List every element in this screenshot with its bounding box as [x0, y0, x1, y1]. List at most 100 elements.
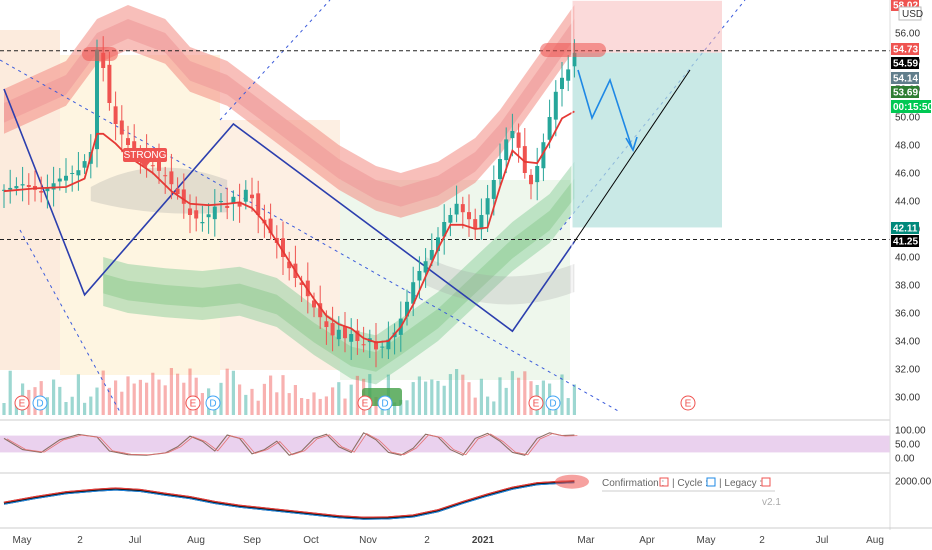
volume-bar	[417, 376, 421, 415]
legend-cycle: | Cycle :	[672, 478, 708, 489]
dividend-badge	[377, 395, 393, 411]
volume-bar	[318, 398, 322, 415]
candle-body	[553, 91, 558, 120]
candle-body	[380, 346, 385, 348]
candle-body	[560, 77, 564, 90]
volume-bar	[169, 368, 173, 415]
volume-bar	[219, 382, 223, 415]
time-tick-label: Nov	[359, 535, 377, 546]
support-tag-bg	[891, 235, 919, 247]
price-tick-label: 56.00	[895, 29, 920, 40]
volume-bar	[238, 384, 242, 415]
candle-body	[355, 330, 360, 341]
volume-bar	[324, 396, 328, 415]
volume-bar	[14, 400, 18, 415]
candle-body	[491, 180, 496, 199]
candle-body	[119, 120, 124, 135]
candle-body	[181, 189, 186, 204]
volume-bar	[269, 375, 273, 415]
time-tick-label: Apr	[639, 535, 655, 546]
countdown-tag-bg	[891, 100, 931, 113]
volume-bar	[52, 379, 56, 415]
volume-bar	[244, 394, 248, 415]
volume-bar	[250, 388, 254, 415]
volume-bar	[498, 377, 502, 415]
price-tick-label: 46.00	[895, 169, 920, 180]
candle-body	[312, 300, 316, 308]
candle-body	[417, 271, 422, 281]
candle-body	[126, 138, 130, 145]
strong-label-pointer	[140, 162, 150, 168]
highlight-high-right	[540, 43, 606, 57]
volume-bar	[163, 385, 167, 415]
currency-box	[898, 6, 922, 21]
candle-body	[169, 171, 174, 185]
volume-bar	[132, 383, 136, 415]
volume-bar	[473, 397, 477, 415]
volume-bar	[411, 382, 415, 415]
price-tick-label: 44.00	[895, 197, 920, 208]
candle-body	[113, 106, 118, 124]
volume-bar	[107, 387, 111, 415]
volume-bar	[120, 391, 124, 415]
volume-bar	[405, 400, 409, 415]
candle-body	[8, 187, 13, 190]
candle-body	[566, 69, 571, 81]
volume-bar	[176, 373, 180, 415]
legend-legacy: | Legacy :	[719, 478, 762, 489]
dividend-letter: D	[381, 399, 388, 410]
gray-cloud	[90, 167, 228, 214]
time-tick-label: Oct	[303, 535, 319, 546]
candle-body	[150, 165, 155, 167]
candle-body	[516, 132, 521, 148]
volume-bar	[70, 396, 74, 415]
cycle-pane: Confirmation : | Cycle : | Legacy :v2.1	[0, 472, 890, 520]
candle-body	[39, 191, 44, 193]
top-price-tag-bg	[891, 0, 919, 11]
projection-target-zone	[572, 52, 722, 228]
earnings-badge	[185, 395, 201, 411]
gray-price-tag: 54.14	[893, 74, 918, 85]
top-price-tag: 58.02	[893, 1, 918, 12]
earnings-letter: E	[685, 399, 692, 410]
volume-bar	[442, 385, 446, 415]
gray-cloud-2	[425, 257, 575, 305]
candle-body	[361, 344, 366, 346]
volume-bar	[486, 396, 490, 415]
candle-body	[374, 341, 378, 350]
zone-yellow	[60, 55, 220, 375]
volume-bar	[312, 392, 316, 415]
time-tick-label: Jul	[816, 535, 829, 546]
volume-bar	[504, 387, 508, 415]
candle-body	[460, 204, 465, 213]
candle-body	[522, 146, 527, 173]
green-price-tag: 53.69	[893, 88, 918, 99]
resistance-tag-bg	[891, 43, 919, 55]
candle-body	[485, 198, 490, 215]
rsi-line	[3, 432, 575, 456]
candle-body	[175, 188, 180, 194]
dividend-badge	[205, 395, 221, 411]
volume-bar	[138, 379, 142, 415]
rsi-signal-line	[6, 432, 578, 456]
volume-bar	[430, 379, 434, 415]
volume-bar	[188, 368, 192, 415]
candle-body	[454, 203, 459, 215]
candle-body	[268, 218, 273, 234]
time-tick-label: 2	[759, 535, 765, 546]
volume-bar	[374, 397, 378, 415]
candle-body	[442, 222, 447, 237]
candle-body	[541, 142, 546, 169]
dividend-badge	[32, 395, 48, 411]
volume-bar	[510, 371, 514, 415]
volume-bar	[126, 376, 130, 415]
candle-body	[206, 214, 211, 218]
candle-body	[448, 215, 453, 223]
candle-body	[107, 64, 112, 103]
candle-body	[467, 212, 471, 220]
candle-body	[281, 238, 285, 257]
volume-bar	[467, 382, 471, 415]
red-band-outer	[4, 5, 575, 218]
legend-version: v2.1	[762, 497, 781, 508]
